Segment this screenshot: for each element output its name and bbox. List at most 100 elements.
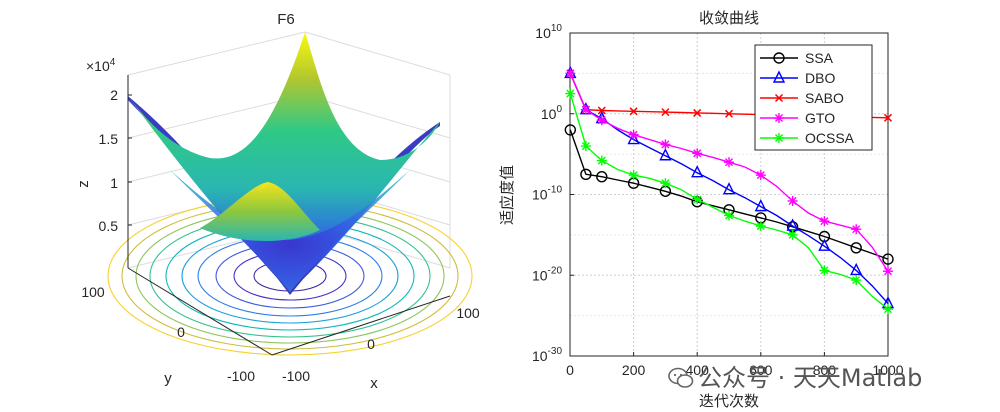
legend-marker-ocssa — [774, 133, 784, 143]
marker-gto — [755, 170, 766, 181]
legend-marker-sabo — [774, 93, 784, 103]
marker-gto — [596, 115, 607, 126]
legend-label-ocssa: OCSSA — [805, 130, 855, 146]
y-axis-label: 适应度值 — [498, 165, 516, 225]
marker-sabo — [693, 108, 702, 117]
legend-entry-ocssa: OCSSA — [760, 130, 855, 146]
legend-entry-gto: GTO — [760, 110, 835, 126]
surface-plot: F6 ×104 0.5 1 1.5 2 z 100 0 -100 y -100 … — [75, 11, 480, 392]
marker-gto — [724, 157, 734, 168]
marker-ocssa — [883, 304, 893, 315]
line-ssa — [569, 129, 889, 260]
x-tick: 100 — [456, 305, 480, 321]
legend-label-dbo: DBO — [805, 70, 835, 86]
y-tick-label: 10-10 — [532, 185, 562, 203]
axes-front-lines — [127, 75, 451, 356]
marker-gto — [851, 224, 862, 235]
marker-ssa — [580, 168, 592, 181]
y-tick: 100 — [81, 284, 105, 300]
marker-ocssa — [755, 220, 766, 231]
series-ocssa — [565, 88, 893, 315]
legend-entry-dbo: DBO — [760, 70, 835, 86]
y-tick: 0 — [177, 324, 185, 340]
x-tick: -100 — [282, 368, 310, 384]
surface-bowl — [128, 32, 440, 295]
marker-sabo — [629, 107, 638, 116]
z-tick: 1 — [110, 175, 118, 191]
legend-entry-ssa: SSA — [760, 50, 834, 66]
x-axis-label: x — [370, 375, 378, 392]
marker-ocssa — [596, 155, 607, 166]
z-axis-label: z — [75, 180, 92, 188]
line-dbo — [569, 73, 889, 304]
y-tick-label: 100 — [541, 104, 563, 122]
marker-gto — [660, 139, 671, 150]
marker-gto — [565, 68, 576, 79]
marker-gto — [692, 148, 703, 159]
x-tick-label: 600 — [749, 362, 773, 378]
legend-marker-ssa — [773, 52, 785, 64]
legend-marker-gto — [774, 113, 784, 123]
x-tick-label: 0 — [566, 362, 574, 378]
marker-gto — [580, 104, 591, 115]
marker-ocssa — [787, 229, 798, 240]
z-multiplier: ×104 — [86, 57, 116, 74]
marker-ocssa — [628, 170, 639, 181]
marker-ocssa — [565, 88, 576, 99]
marker-sabo — [724, 109, 734, 118]
y-tick-label: 10-20 — [532, 265, 562, 283]
marker-dbo — [850, 262, 863, 276]
marker-dbo — [691, 165, 704, 178]
legend-marker-dbo — [772, 70, 786, 83]
marker-dbo — [818, 238, 831, 251]
marker-gto — [628, 129, 639, 140]
marker-gto — [819, 216, 830, 227]
marker-ssa — [882, 253, 894, 265]
z-tick: 1.5 — [99, 131, 119, 147]
watermark: 公众号 · 天天Matlab — [668, 358, 922, 393]
x-tick-label: 400 — [686, 362, 710, 378]
marker-ocssa — [819, 265, 830, 276]
legend-label-gto: GTO — [805, 110, 835, 126]
z-tick: 2 — [110, 87, 118, 103]
marker-gto — [883, 266, 893, 277]
x-tick-label: 1000 — [872, 362, 903, 378]
x-tick-label: 800 — [813, 362, 837, 378]
marker-dbo — [627, 132, 640, 145]
marker-ocssa — [660, 178, 671, 189]
convergence-chart: 0 200 400 600 800 1000101010010-1010-2010-30 … — [498, 9, 904, 410]
grid-lines — [570, 33, 888, 356]
marker-ocssa — [724, 210, 734, 221]
legend-label-ssa: SSA — [805, 50, 834, 66]
marker-ssa — [850, 242, 862, 254]
x-axis-label: 迭代次数 — [699, 392, 759, 410]
marker-sabo — [661, 108, 670, 117]
legend-entry-sabo: SABO — [760, 90, 844, 106]
series-gto — [565, 68, 893, 277]
marker-dbo — [722, 182, 736, 195]
y-axis-label: y — [164, 370, 172, 387]
y-tick-label: 10-30 — [532, 346, 562, 364]
x-tick-label: 200 — [622, 362, 646, 378]
marker-ocssa — [580, 141, 591, 152]
marker-gto — [787, 195, 798, 206]
marker-ssa — [564, 124, 577, 136]
marker-sabo — [597, 106, 606, 115]
marker-dbo — [786, 218, 799, 231]
watermark-text: 公众号 · 天天Matlab — [698, 364, 923, 392]
marker-ssa — [596, 171, 608, 183]
surface-title: F6 — [277, 11, 295, 28]
wechat-icon — [668, 367, 694, 388]
marker-ocssa — [851, 275, 862, 286]
chart-title: 收敛曲线 — [699, 9, 759, 27]
y-tick: -100 — [227, 368, 255, 384]
legend: SSA DBO SABO GTO OCSSA — [754, 44, 873, 151]
marker-ocssa — [692, 194, 703, 205]
z-tick: 0.5 — [99, 218, 119, 234]
marker-dbo — [659, 148, 672, 161]
x-tick: 0 — [367, 336, 375, 352]
marker-sabo — [883, 113, 893, 122]
marker-dbo — [754, 199, 767, 212]
axis-ticks: 0 200 400 600 800 1000 1010 100 10-10 10-20 10-30 — [532, 23, 904, 378]
